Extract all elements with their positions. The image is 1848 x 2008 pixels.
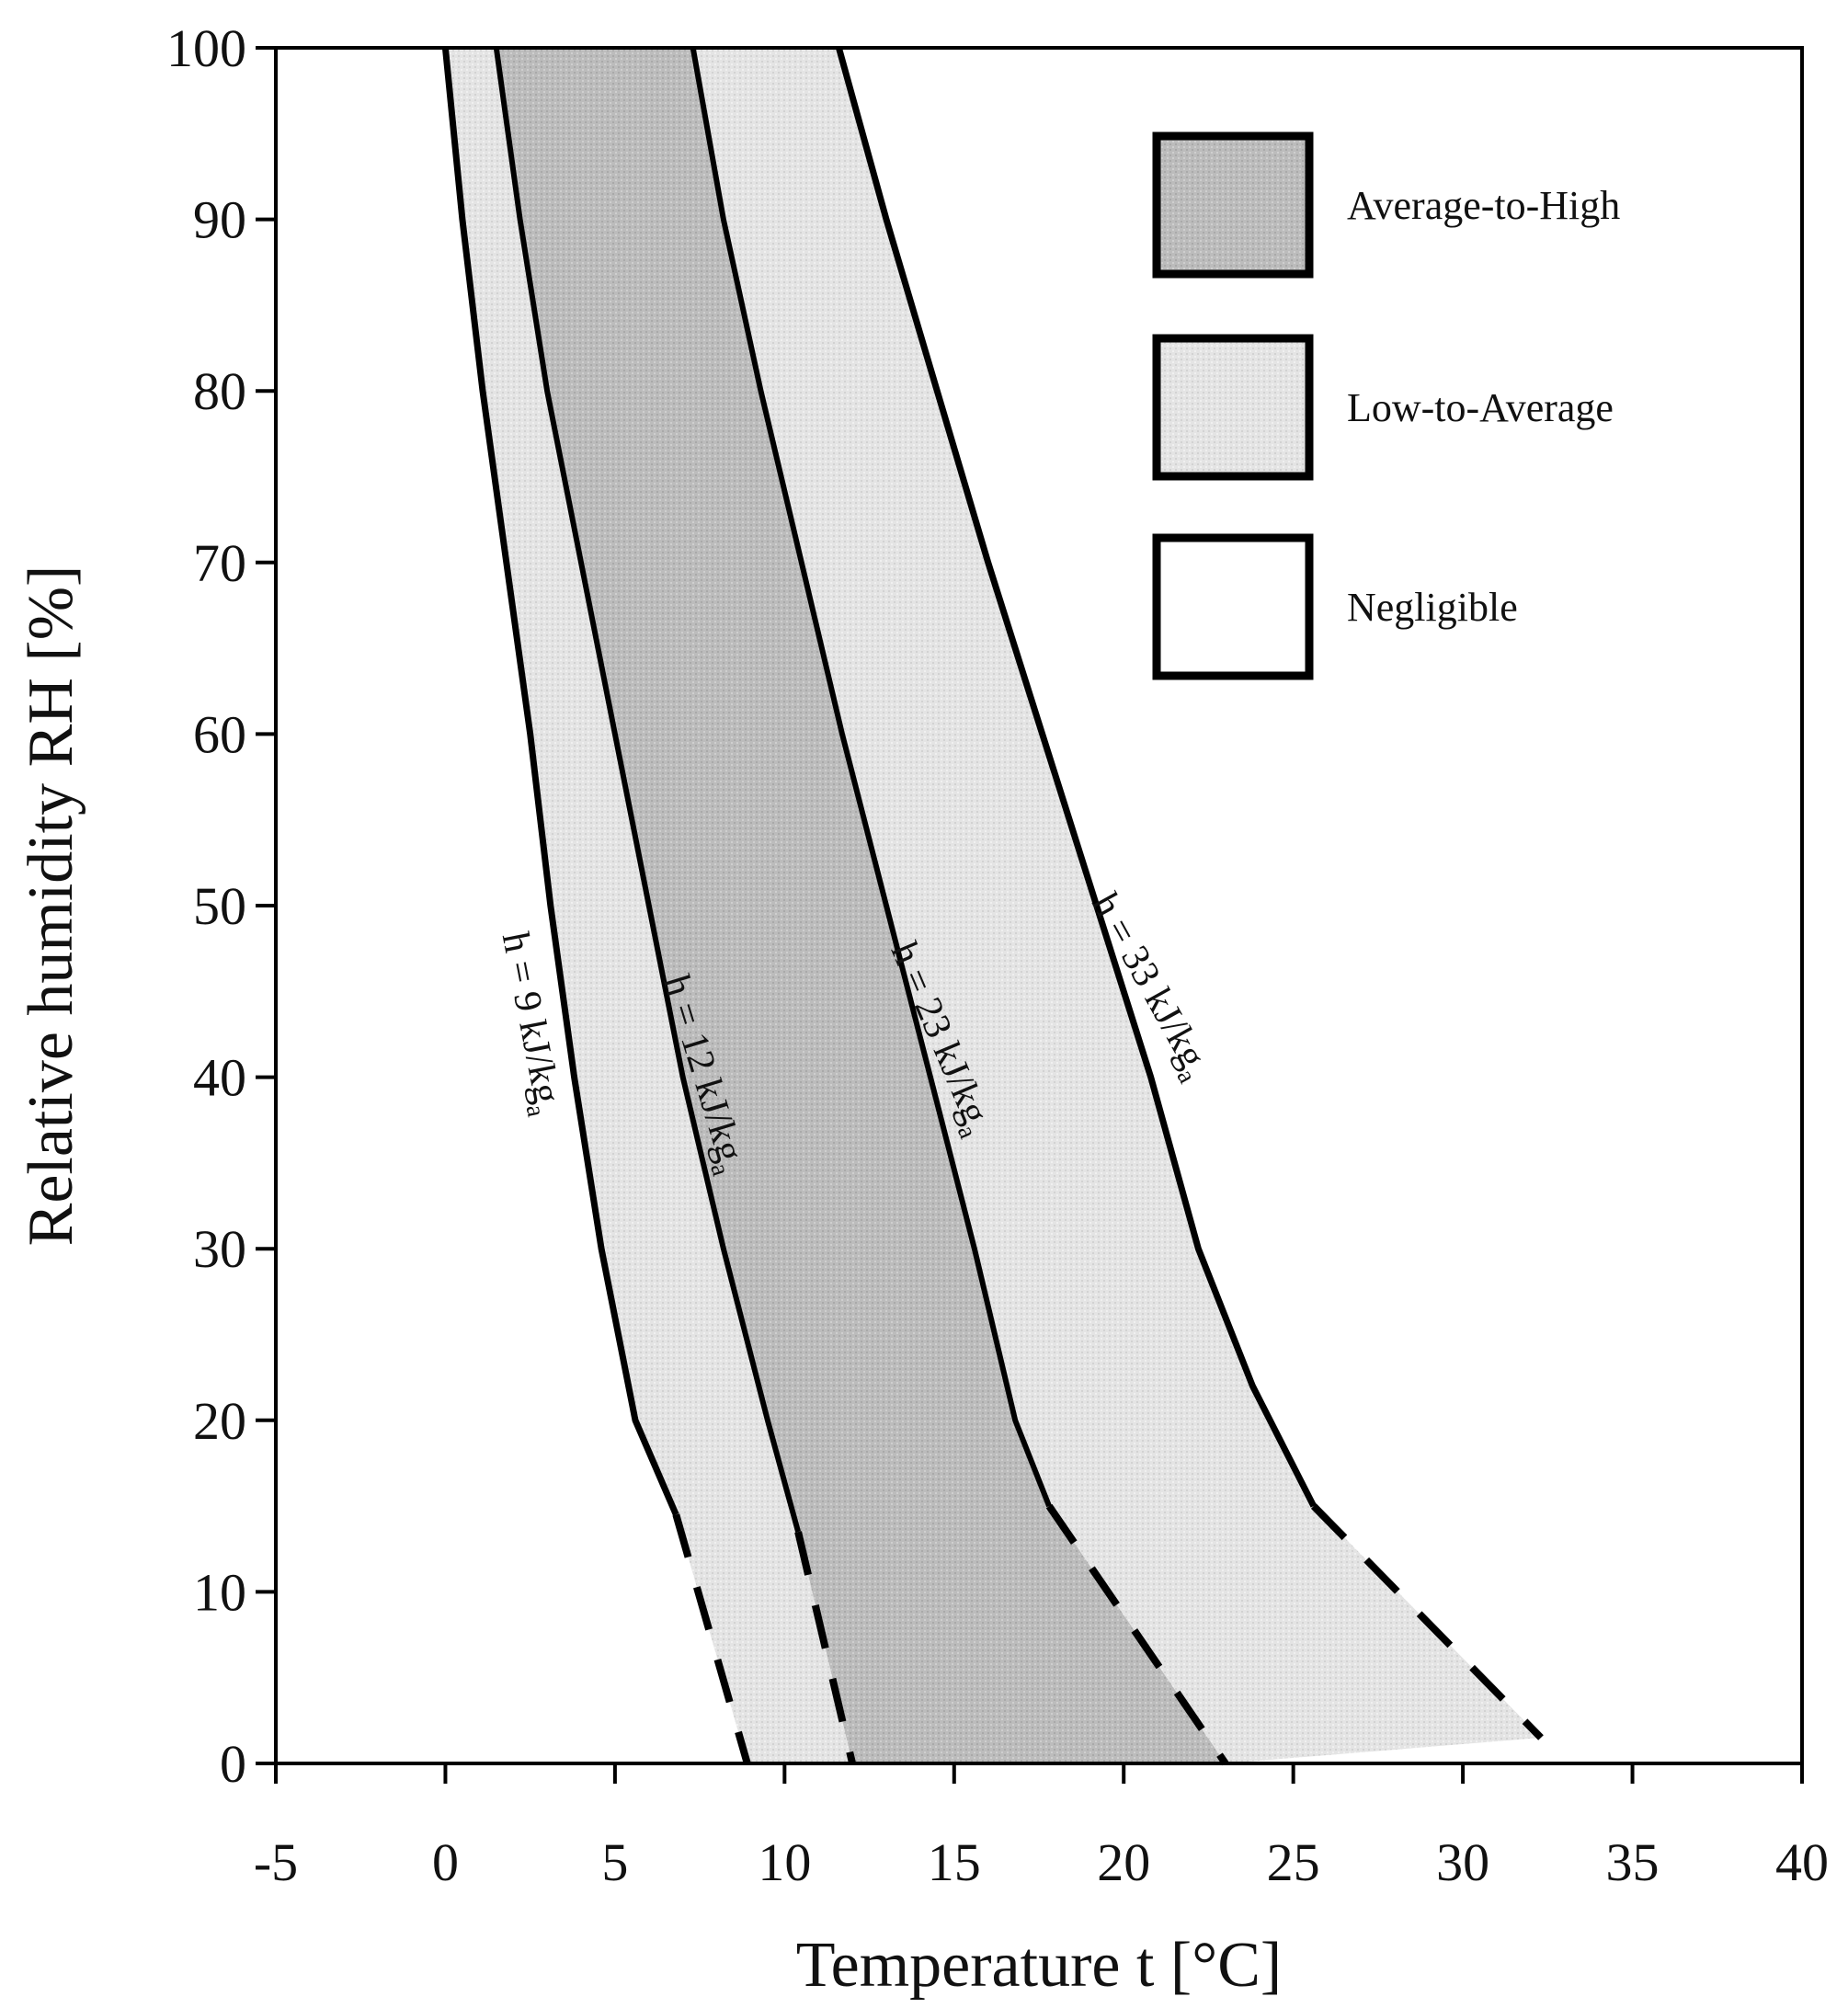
x-tick-label: -5 bbox=[254, 1832, 298, 1892]
band-average-to-high-1 bbox=[496, 48, 1226, 1763]
y-tick-label: 50 bbox=[193, 876, 246, 936]
y-tick-label: 20 bbox=[193, 1391, 246, 1451]
x-axis-title: Temperature t [°C] bbox=[796, 1930, 1282, 2001]
curve-9kj-solid bbox=[441, 47, 679, 1516]
x-tick-label: 35 bbox=[1606, 1832, 1660, 1892]
x-tick-label: 30 bbox=[1436, 1832, 1489, 1892]
y-tick-label: 60 bbox=[193, 704, 246, 764]
legend-swatch-negligible bbox=[1152, 533, 1314, 680]
band-low-to-average-2 bbox=[692, 48, 1541, 1763]
curve-9kj-dashed bbox=[672, 1513, 751, 1765]
curve-23kj-solid bbox=[690, 47, 1052, 1508]
y-axis: 0 10 20 30 40 50 60 70 80 90 100 bbox=[166, 18, 276, 1794]
y-tick-label: 0 bbox=[220, 1734, 246, 1794]
x-tick-label: 10 bbox=[758, 1832, 811, 1892]
y-axis-title: Relative humidity RH [%] bbox=[16, 565, 86, 1247]
x-tick-label: 15 bbox=[928, 1832, 981, 1892]
y-tick-label: 80 bbox=[193, 361, 246, 421]
legend-swatch-low-to-average bbox=[1152, 334, 1314, 481]
legend: Average-to-High Low-to-Average Negligible bbox=[1152, 131, 1620, 680]
curve-33kj-dashed bbox=[1310, 1503, 1544, 1740]
y-tick-label: 70 bbox=[193, 533, 246, 593]
y-tick-label: 100 bbox=[166, 18, 246, 78]
x-tick-label: 0 bbox=[432, 1832, 459, 1892]
x-axis: -5 0 5 10 15 20 25 30 35 40 bbox=[254, 1763, 1829, 1892]
legend-label-average-to-high: Average-to-High bbox=[1347, 183, 1620, 228]
y-tick-label: 40 bbox=[193, 1048, 246, 1108]
curves-layer bbox=[441, 47, 1544, 1766]
y-tick-label: 10 bbox=[193, 1562, 246, 1622]
y-tick-label: 30 bbox=[193, 1219, 246, 1279]
x-tick-label: 20 bbox=[1097, 1832, 1150, 1892]
curve-12kj-solid bbox=[493, 47, 801, 1533]
x-tick-label: 40 bbox=[1775, 1832, 1829, 1892]
x-tick-label: 5 bbox=[601, 1832, 628, 1892]
curve-23kj-dashed bbox=[1045, 1503, 1229, 1766]
legend-swatch-average-to-high bbox=[1152, 131, 1314, 279]
curve-33kj-solid bbox=[836, 47, 1317, 1508]
bands-layer bbox=[445, 48, 1541, 1763]
x-tick-label: 25 bbox=[1267, 1832, 1320, 1892]
curve-12kj-dashed bbox=[794, 1531, 856, 1764]
legend-label-negligible: Negligible bbox=[1347, 585, 1518, 630]
legend-label-low-to-average: Low-to-Average bbox=[1347, 385, 1614, 430]
y-tick-label: 90 bbox=[193, 190, 246, 250]
